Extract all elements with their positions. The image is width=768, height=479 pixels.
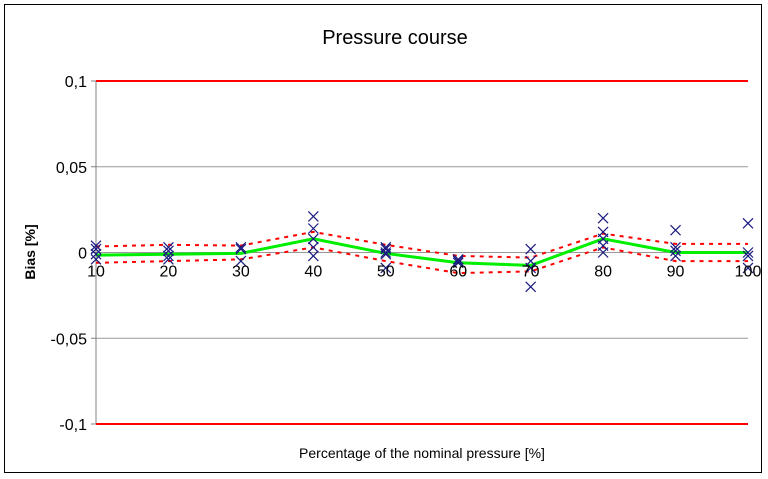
y-tick-label: -0,05 (51, 331, 88, 348)
x-tick-label: 30 (232, 264, 250, 281)
measurement-point (742, 217, 754, 229)
chart-title: Pressure course (322, 27, 468, 49)
series-lines (95, 230, 748, 275)
measurement-point (742, 247, 754, 258)
y-tick-labels: 0,1 0,05 0 -0,05 -0,1 (51, 74, 88, 434)
y-tick-label: -0,1 (59, 417, 87, 434)
measurement-point (670, 241, 681, 253)
measurement-point (452, 257, 464, 269)
measurement-point (235, 243, 247, 255)
measurement-points (90, 211, 754, 293)
limit-lines (96, 80, 748, 425)
y-axis-label: Bias [%] (22, 224, 38, 279)
y-tick-label: 0 (78, 246, 87, 263)
measurement-point (307, 250, 319, 262)
x-tick-label: 60 (449, 264, 467, 281)
x-tick-labels: 10 20 30 40 50 60 70 80 90 100 (87, 264, 761, 281)
measurement-point (90, 248, 102, 260)
chart-frame (4, 4, 762, 473)
measurement-point (235, 241, 247, 253)
measurement-point (452, 253, 464, 265)
measurement-point (742, 262, 754, 274)
measurement-point (307, 211, 319, 222)
measurement-point (597, 247, 609, 258)
measurement-point (597, 212, 609, 224)
measurement-point (380, 247, 392, 258)
series-lower-band (95, 246, 748, 275)
x-tick-label: 20 (160, 264, 178, 281)
measurement-point (90, 240, 102, 252)
measurement-point (380, 262, 392, 274)
measurement-point (235, 255, 247, 267)
measurement-point (742, 250, 754, 262)
measurement-point (307, 223, 319, 234)
measurement-point (90, 243, 102, 255)
measurement-point (452, 255, 464, 267)
measurement-point (307, 233, 319, 245)
measurement-point (163, 241, 174, 253)
measurement-point (670, 245, 681, 257)
measurement-point (380, 248, 392, 260)
measurement-point (670, 250, 681, 262)
measurement-point (163, 253, 174, 265)
x-tick-label: 90 (667, 264, 685, 281)
x-tick-label: 70 (522, 264, 540, 281)
measurement-point (525, 281, 537, 293)
x-axis-label: Percentage of the nominal pressure [%] (299, 445, 545, 461)
measurement-point (525, 262, 537, 274)
measurement-point (525, 243, 537, 255)
y-tick-label: 0,05 (56, 160, 87, 177)
measurement-point (670, 224, 681, 236)
x-tick-label: 100 (735, 264, 762, 281)
x-tick-label: 50 (377, 264, 395, 281)
series-mean (95, 237, 748, 267)
y-tick-label: 0,1 (65, 74, 87, 91)
measurement-point (163, 250, 174, 262)
x-tick-label: 10 (87, 264, 105, 281)
measurement-point (90, 253, 102, 265)
measurement-point (380, 243, 392, 255)
x-tick-label: 80 (594, 264, 612, 281)
series-upper-band (95, 230, 748, 259)
measurement-point (163, 245, 174, 257)
x-tick-label: 40 (304, 264, 322, 281)
measurement-point (307, 241, 319, 253)
